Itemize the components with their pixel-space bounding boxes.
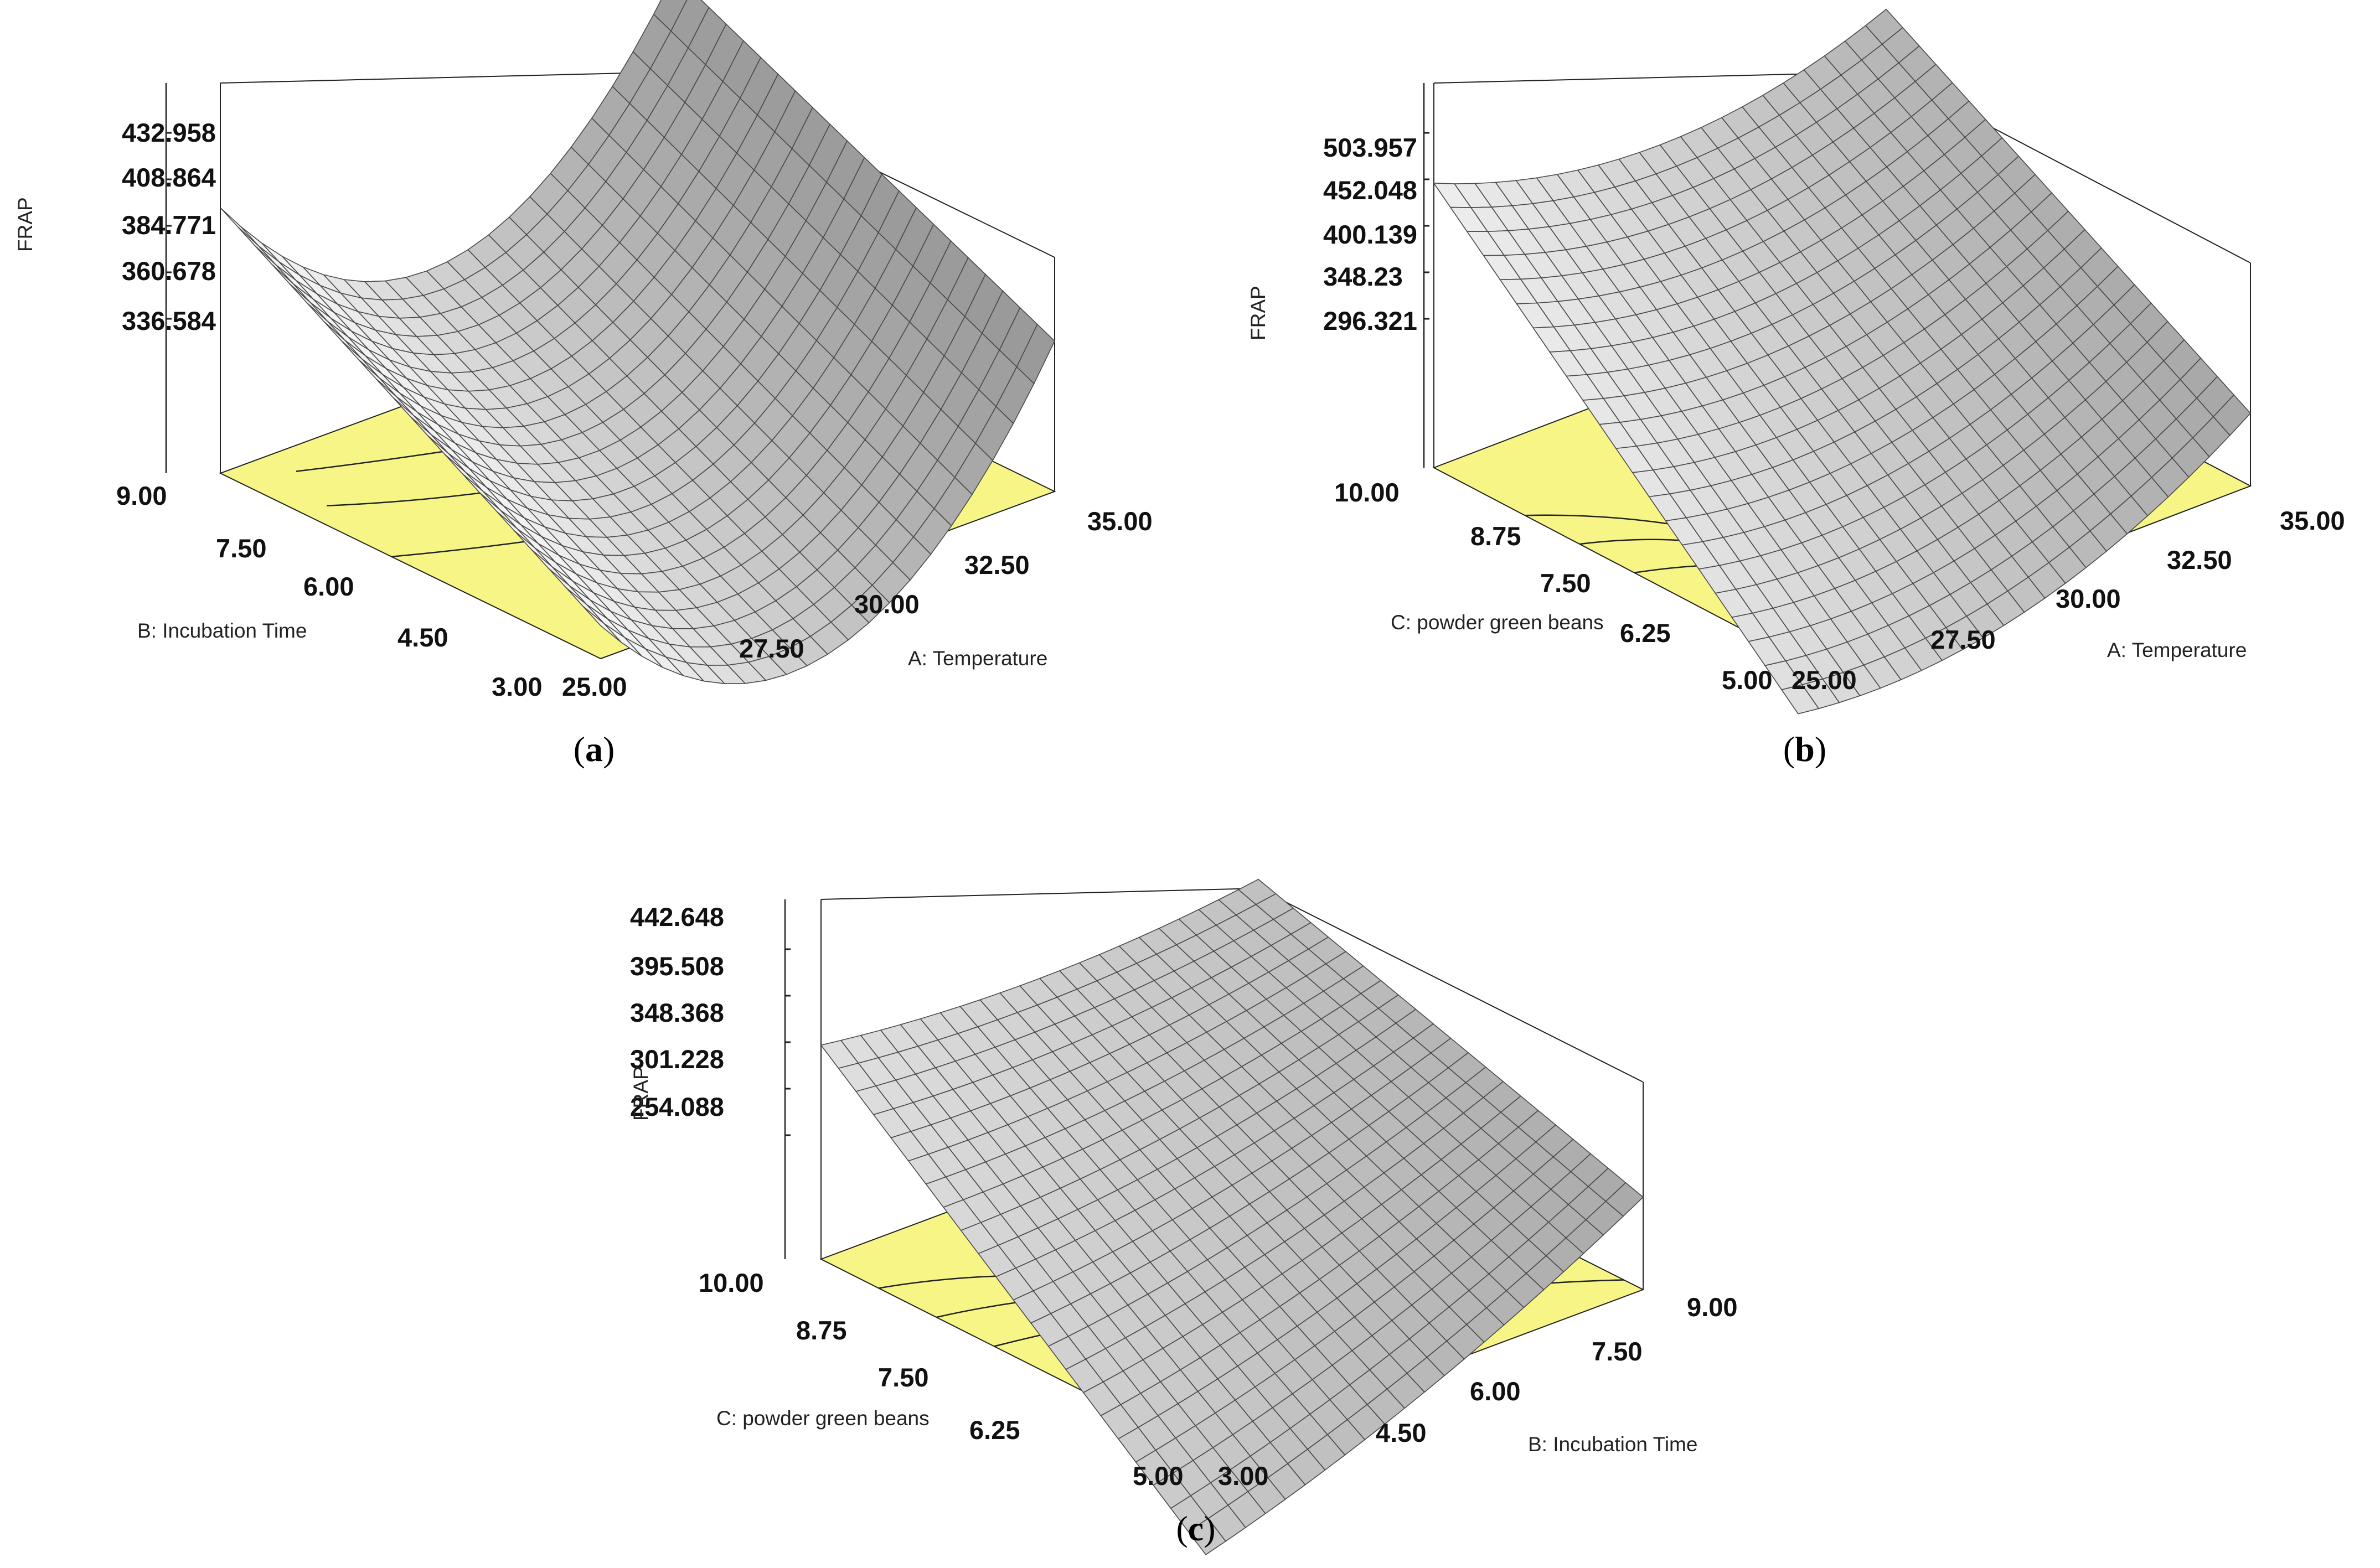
panel-c-y-tick-1: 8.75 — [796, 1316, 846, 1345]
panel-b-y-tick-2: 7.50 — [1540, 568, 1591, 598]
panel-b-surface-plot: 503.957 452.048 400.139 348.23 296.321 F… — [1247, 8, 2345, 769]
frame-top-back-edge — [220, 71, 675, 84]
panel-c-z-tick-2: 348.368 — [630, 998, 724, 1027]
panel-b-y-tick-4: 5.00 — [1722, 665, 1772, 695]
panel-c-x-tick-2: 6.00 — [1470, 1376, 1520, 1406]
panel-c-caption: (c) — [1176, 1509, 1215, 1548]
panel-a-y-tick-0: 9.00 — [116, 481, 167, 510]
panel-c-z-tick-1: 395.508 — [630, 951, 724, 981]
surface-cell — [1188, 1518, 1227, 1556]
panel-c-y-tick-2: 7.50 — [878, 1363, 928, 1392]
surface-cell — [1780, 684, 1820, 715]
panel-a-y-tick-2: 6.00 — [303, 572, 354, 601]
panel-b-x-tick-4: 35.00 — [2280, 506, 2345, 535]
panel-a-z-tick-1: 408.864 — [122, 163, 216, 192]
panel-a-x-tick-4: 35.00 — [1087, 506, 1153, 536]
panel-a-surface-plot: 432.958 408.864 384.771 360.678 336.584 … — [14, 0, 1153, 769]
panel-c-x-tick-3: 7.50 — [1592, 1337, 1642, 1366]
frame-top-back-edge — [820, 888, 1259, 900]
panel-b-z-tick-4: 296.321 — [1323, 306, 1417, 335]
panel-b-y-tick-1: 8.75 — [1470, 521, 1521, 551]
panel-a-z-label: FRAP — [14, 197, 37, 252]
panel-a-x-tick-1: 27.50 — [739, 634, 804, 663]
panel-b-x-tick-1: 27.50 — [1930, 625, 1996, 654]
panel-a-z-tick-0: 432.958 — [122, 118, 216, 147]
panel-c-y-tick-0: 10.00 — [699, 1268, 764, 1297]
panel-c-x-label: B: Incubation Time — [1528, 1433, 1697, 1456]
surface-cell — [583, 606, 622, 643]
panel-b-surface-mesh — [1433, 8, 2252, 715]
panel-a-caption-letter: a — [585, 729, 603, 769]
panel-b-caption-letter: b — [1795, 729, 1815, 769]
panel-a-caption: (a) — [574, 729, 615, 769]
panel-a-y-tick-1: 7.50 — [216, 534, 266, 563]
panel-c-z-label: FRAP — [629, 1066, 652, 1121]
panel-c-x-tick-1: 4.50 — [1376, 1418, 1426, 1447]
panel-b-x-label: A: Temperature — [2107, 639, 2247, 661]
panel-c-surface-plot: 442.648 395.508 348.368 301.228 254.088 … — [629, 878, 1737, 1556]
panel-a-z-tick-3: 360.678 — [122, 256, 216, 286]
panel-b-z-tick-0: 503.957 — [1323, 133, 1417, 162]
panel-b-z-tick-1: 452.048 — [1323, 175, 1417, 205]
panel-c-x-tick-0: 3.00 — [1218, 1461, 1268, 1491]
panel-a-x-tick-0: 25.00 — [562, 672, 627, 701]
panel-b-z-label: FRAP — [1247, 286, 1269, 340]
panel-a-x-tick-2: 30.00 — [854, 589, 920, 619]
panel-c-surface-mesh — [820, 878, 1644, 1556]
panel-c-y-tick-4: 5.00 — [1133, 1461, 1183, 1491]
panel-a-surface-mesh — [220, 0, 1055, 685]
panel-b-z-tick-3: 348.23 — [1323, 262, 1403, 291]
panel-b-y-tick-3: 6.25 — [1620, 618, 1670, 648]
panel-a-y-tick-3: 4.50 — [397, 623, 448, 652]
panel-c-z-tick-0: 442.648 — [630, 902, 724, 932]
panel-c-z-tick-4: 254.088 — [630, 1092, 724, 1121]
panel-c-y-label: C: powder green beans — [716, 1407, 930, 1430]
panel-a-x-tick-3: 32.50 — [964, 550, 1030, 579]
panel-b-x-tick-3: 32.50 — [2167, 545, 2232, 575]
panel-a-y-label: B: Incubation Time — [137, 619, 307, 642]
panel-c-x-tick-4: 9.00 — [1687, 1292, 1737, 1322]
panel-c-y-tick-3: 6.25 — [969, 1415, 1020, 1445]
panel-b-caption: (b) — [1783, 729, 1826, 769]
panel-a-x-label: A: Temperature — [908, 647, 1047, 670]
panel-b-x-tick-2: 30.00 — [2056, 584, 2121, 613]
panel-b-x-tick-0: 25.00 — [1792, 665, 1857, 695]
panel-c-caption-letter: c — [1188, 1509, 1204, 1548]
panel-b-y-tick-0: 10.00 — [1334, 478, 1400, 507]
panel-a-z-tick-2: 384.771 — [122, 210, 216, 240]
frame-top-right-edge — [1258, 888, 1644, 1083]
panel-b-z-tick-2: 400.139 — [1323, 220, 1417, 249]
panel-a-z-tick-4: 336.584 — [122, 306, 216, 335]
panel-b-y-label: C: powder green beans — [1391, 611, 1604, 634]
panel-a-y-tick-4: 3.00 — [492, 672, 542, 701]
panel-c-z-tick-3: 301.228 — [630, 1044, 724, 1074]
